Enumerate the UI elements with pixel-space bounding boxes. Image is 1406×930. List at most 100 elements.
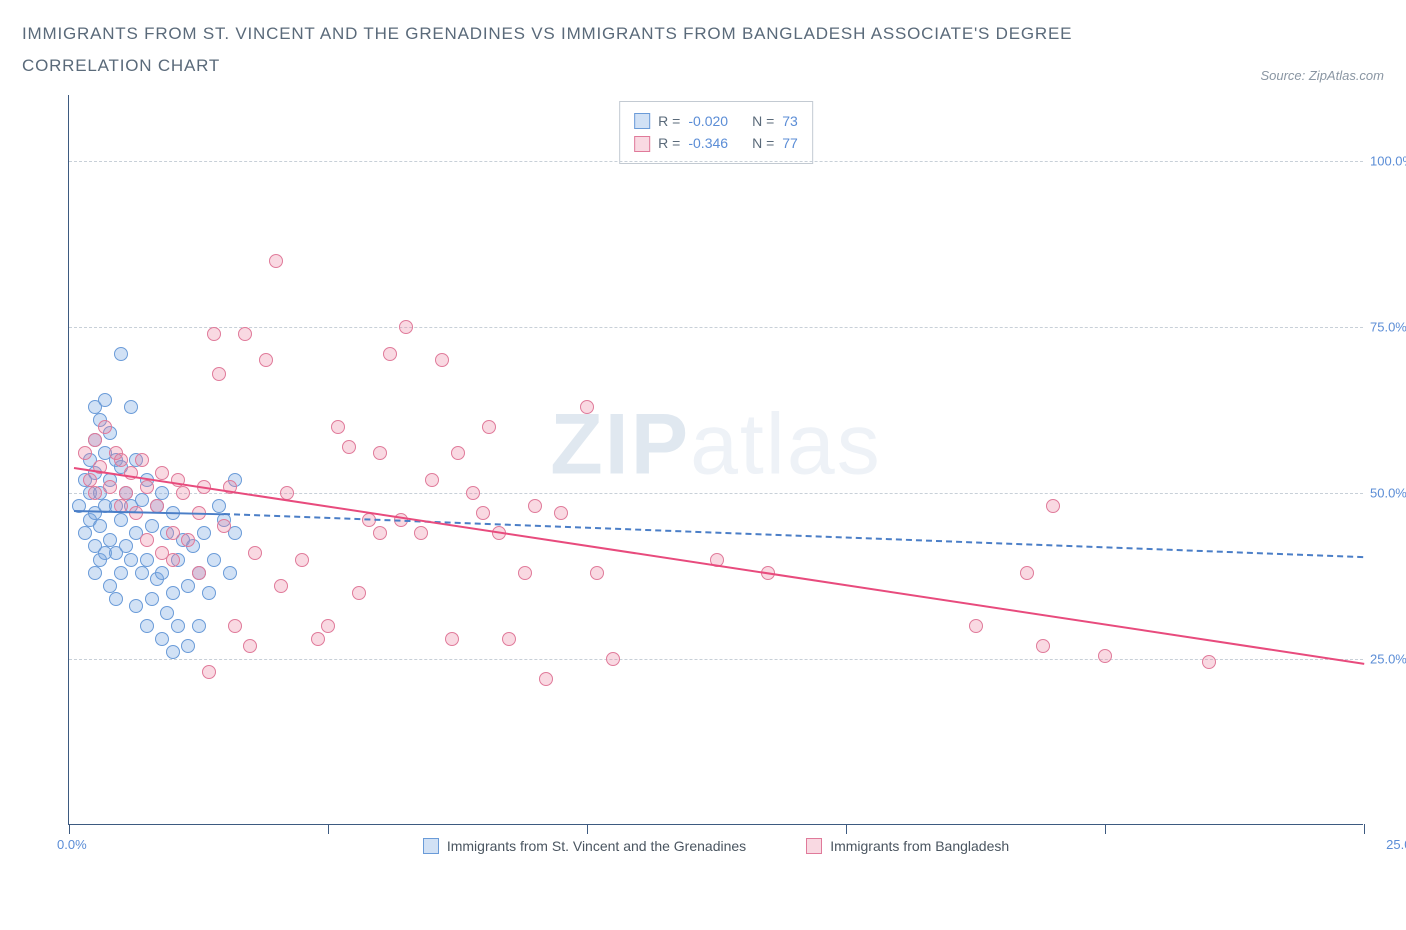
scatter-point-svg: [119, 539, 133, 553]
scatter-point-bgd: [103, 480, 117, 494]
x-tick: [587, 824, 588, 834]
scatter-point-svg: [93, 519, 107, 533]
scatter-point-bgd: [192, 566, 206, 580]
scatter-point-bgd: [476, 506, 490, 520]
scatter-point-bgd: [269, 254, 283, 268]
scatter-point-svg: [145, 592, 159, 606]
scatter-point-bgd: [1036, 639, 1050, 653]
chart-container: Associate's Degree ZIPatlas R = -0.020 N…: [20, 95, 1380, 855]
scatter-point-svg: [202, 586, 216, 600]
scatter-point-svg: [181, 639, 195, 653]
scatter-point-bgd: [202, 665, 216, 679]
scatter-point-svg: [78, 526, 92, 540]
y-tick-label: 75.0%: [1370, 320, 1406, 335]
scatter-point-bgd: [207, 327, 221, 341]
scatter-point-bgd: [425, 473, 439, 487]
scatter-point-bgd: [321, 619, 335, 633]
x-tick: [69, 824, 70, 834]
scatter-point-bgd: [1202, 655, 1216, 669]
x-tick-label-start: 0.0%: [57, 837, 87, 852]
scatter-point-bgd: [212, 367, 226, 381]
plot-area: ZIPatlas R = -0.020 N = 73 R = -0.346 N …: [68, 95, 1363, 825]
scatter-point-bgd: [1098, 649, 1112, 663]
scatter-point-bgd: [119, 486, 133, 500]
scatter-point-bgd: [466, 486, 480, 500]
scatter-point-svg: [124, 553, 138, 567]
n-label-1: N =: [752, 110, 774, 132]
scatter-point-bgd: [502, 632, 516, 646]
legend-swatch-series1: [634, 113, 650, 129]
r-value-2: -0.346: [688, 132, 728, 154]
scatter-point-svg: [140, 553, 154, 567]
scatter-point-bgd: [140, 533, 154, 547]
scatter-point-bgd: [373, 446, 387, 460]
source-attribution: Source: ZipAtlas.com: [1260, 68, 1384, 83]
scatter-point-bgd: [383, 347, 397, 361]
legend-item-series1: Immigrants from St. Vincent and the Gren…: [423, 838, 746, 854]
scatter-point-bgd: [228, 619, 242, 633]
scatter-point-bgd: [482, 420, 496, 434]
scatter-point-bgd: [155, 546, 169, 560]
scatter-point-bgd: [580, 400, 594, 414]
watermark-bold: ZIP: [550, 396, 690, 492]
scatter-point-bgd: [98, 420, 112, 434]
scatter-point-bgd: [518, 566, 532, 580]
scatter-point-bgd: [88, 433, 102, 447]
scatter-point-bgd: [539, 672, 553, 686]
scatter-point-svg: [160, 606, 174, 620]
x-tick: [846, 824, 847, 834]
scatter-point-svg: [192, 619, 206, 633]
scatter-point-bgd: [295, 553, 309, 567]
y-tick-label: 100.0%: [1370, 154, 1406, 169]
r-label-1: R =: [658, 110, 680, 132]
scatter-point-svg: [88, 566, 102, 580]
scatter-point-svg: [166, 586, 180, 600]
trend-line-extended: [224, 513, 1364, 558]
scatter-point-bgd: [590, 566, 604, 580]
scatter-point-bgd: [435, 353, 449, 367]
scatter-point-bgd: [78, 446, 92, 460]
scatter-point-svg: [197, 526, 211, 540]
gridline-h: [69, 659, 1363, 660]
y-tick-label: 50.0%: [1370, 486, 1406, 501]
scatter-point-bgd: [166, 526, 180, 540]
source-name: ZipAtlas.com: [1309, 68, 1384, 83]
scatter-point-svg: [155, 632, 169, 646]
scatter-point-svg: [98, 393, 112, 407]
scatter-point-bgd: [259, 353, 273, 367]
scatter-point-svg: [140, 619, 154, 633]
scatter-point-svg: [114, 347, 128, 361]
scatter-point-svg: [181, 579, 195, 593]
gridline-h: [69, 493, 1363, 494]
scatter-point-svg: [207, 553, 221, 567]
y-tick-label: 25.0%: [1370, 652, 1406, 667]
scatter-point-bgd: [83, 473, 97, 487]
scatter-point-svg: [103, 579, 117, 593]
legend-label-1: Immigrants from St. Vincent and the Gren…: [447, 838, 746, 854]
scatter-point-bgd: [176, 486, 190, 500]
gridline-h: [69, 327, 1363, 328]
scatter-point-bgd: [135, 453, 149, 467]
scatter-point-bgd: [1020, 566, 1034, 580]
legend-swatch-bottom-2: [806, 838, 822, 854]
n-value-1: 73: [782, 110, 798, 132]
scatter-point-svg: [135, 493, 149, 507]
legend-item-series2: Immigrants from Bangladesh: [806, 838, 1009, 854]
series-legend: Immigrants from St. Vincent and the Gren…: [69, 838, 1363, 854]
scatter-point-svg: [109, 592, 123, 606]
scatter-point-bgd: [140, 480, 154, 494]
chart-header: IMMIGRANTS FROM ST. VINCENT AND THE GREN…: [0, 0, 1406, 83]
x-tick: [328, 824, 329, 834]
scatter-point-svg: [171, 619, 185, 633]
x-tick-label-end: 25.0%: [1386, 837, 1406, 852]
legend-label-2: Immigrants from Bangladesh: [830, 838, 1009, 854]
source-prefix: Source:: [1260, 68, 1308, 83]
scatter-point-bgd: [451, 446, 465, 460]
scatter-point-bgd: [311, 632, 325, 646]
scatter-point-bgd: [342, 440, 356, 454]
legend-swatch-bottom-1: [423, 838, 439, 854]
scatter-point-svg: [155, 566, 169, 580]
scatter-point-svg: [114, 566, 128, 580]
scatter-point-bgd: [445, 632, 459, 646]
scatter-point-bgd: [373, 526, 387, 540]
